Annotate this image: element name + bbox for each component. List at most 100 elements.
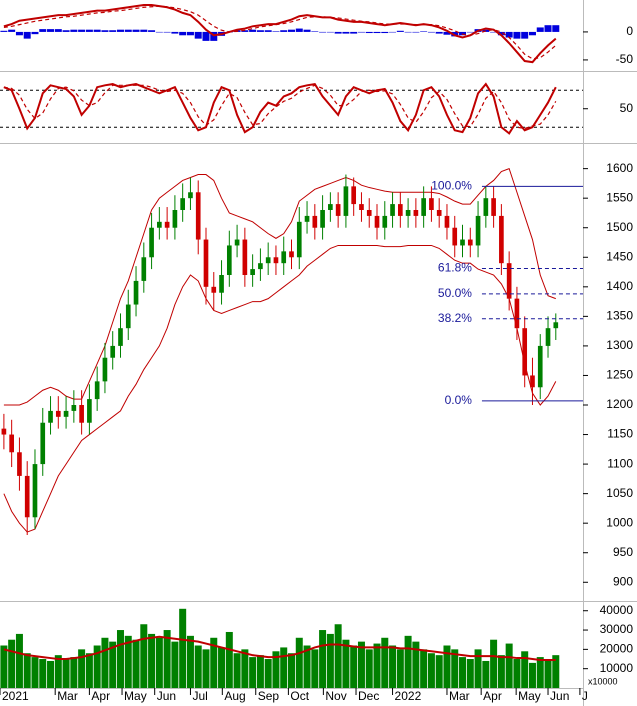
candle-body	[382, 215, 388, 228]
bar	[536, 27, 544, 32]
bar	[521, 31, 529, 39]
candle-body	[281, 251, 287, 264]
bar	[148, 30, 156, 32]
candle-body	[467, 239, 473, 246]
candle-body	[133, 280, 139, 305]
y-tick-label: 1400	[606, 279, 633, 293]
bar	[109, 641, 117, 688]
candle-body	[94, 381, 100, 400]
bar	[264, 30, 272, 32]
bar	[264, 659, 272, 688]
bar	[116, 630, 124, 688]
candle-body	[102, 357, 108, 382]
bar	[39, 29, 47, 32]
bar	[54, 29, 62, 32]
fibonacci-label: 61.8%	[438, 261, 472, 275]
bar	[490, 639, 498, 688]
bar	[124, 29, 132, 32]
candle-body	[55, 410, 61, 417]
bar	[210, 31, 218, 41]
candle-body	[328, 204, 333, 210]
bar	[171, 31, 179, 34]
bar	[272, 31, 280, 32]
candle-body	[172, 210, 178, 228]
candle-body	[390, 204, 395, 216]
candle-body	[118, 328, 123, 346]
x-tick-label: Dec	[358, 689, 379, 703]
bar	[140, 29, 148, 32]
candle-body	[141, 257, 147, 281]
bar	[396, 649, 404, 688]
bar	[435, 655, 443, 688]
bar	[272, 651, 280, 688]
bar	[23, 31, 31, 39]
x-tick-label: Apr	[483, 689, 502, 703]
candle-body	[452, 227, 458, 246]
bar	[350, 645, 358, 688]
bar	[70, 657, 78, 688]
x-tick-label: Jul	[192, 689, 207, 703]
candle-body	[250, 269, 255, 275]
bar	[116, 29, 124, 32]
bar	[544, 25, 552, 32]
candle-body	[374, 215, 380, 228]
bar	[179, 31, 187, 36]
candle-body	[71, 405, 77, 411]
candle-body	[226, 245, 232, 275]
bar	[256, 30, 264, 32]
candle-body	[242, 239, 248, 275]
bar	[155, 637, 163, 688]
bar	[373, 31, 381, 34]
y-tick-label: 1550	[606, 190, 633, 204]
bar	[505, 643, 513, 688]
candle-body	[475, 215, 481, 246]
candle-body	[312, 215, 318, 228]
candle-body	[149, 227, 154, 258]
bar	[202, 31, 210, 41]
candle-body	[1, 428, 7, 435]
y-tick-label: 20000	[600, 642, 634, 656]
bar	[85, 29, 93, 32]
bar	[8, 29, 16, 32]
x-tick-label: Mar	[57, 689, 78, 703]
y-tick-label: 30000	[600, 622, 634, 636]
candle-body	[421, 198, 426, 216]
bar	[47, 29, 55, 32]
bar	[0, 30, 8, 32]
candle-body	[304, 215, 310, 222]
bar	[373, 643, 381, 688]
bar	[194, 645, 202, 688]
bar	[365, 649, 373, 688]
candle-body	[537, 345, 543, 388]
bar	[132, 639, 140, 688]
y-tick-label: 1000	[606, 515, 633, 529]
y-tick-label: 1100	[607, 456, 633, 470]
bollinger-band	[3, 167, 556, 406]
bar	[334, 31, 342, 34]
bar	[404, 635, 412, 688]
bar	[521, 651, 529, 688]
bar	[179, 608, 187, 688]
candle-body	[234, 239, 240, 246]
bar	[536, 657, 544, 688]
bar	[101, 30, 109, 32]
bar	[381, 31, 389, 34]
bar	[342, 639, 350, 688]
y-tick-label: 1350	[606, 309, 633, 323]
bar	[47, 660, 55, 688]
bar	[93, 645, 101, 688]
bar	[357, 31, 365, 33]
bar	[171, 641, 179, 688]
candle-body	[48, 410, 53, 423]
y-tick-label: 10000	[600, 661, 634, 675]
candle-body	[366, 210, 372, 216]
bar	[451, 649, 459, 688]
bar	[186, 31, 194, 36]
bar	[225, 631, 233, 688]
bar	[513, 659, 521, 688]
candle-body	[444, 215, 450, 228]
y-tick-label: 1500	[606, 220, 633, 234]
candle-body	[157, 221, 162, 228]
candle-body	[514, 298, 520, 329]
